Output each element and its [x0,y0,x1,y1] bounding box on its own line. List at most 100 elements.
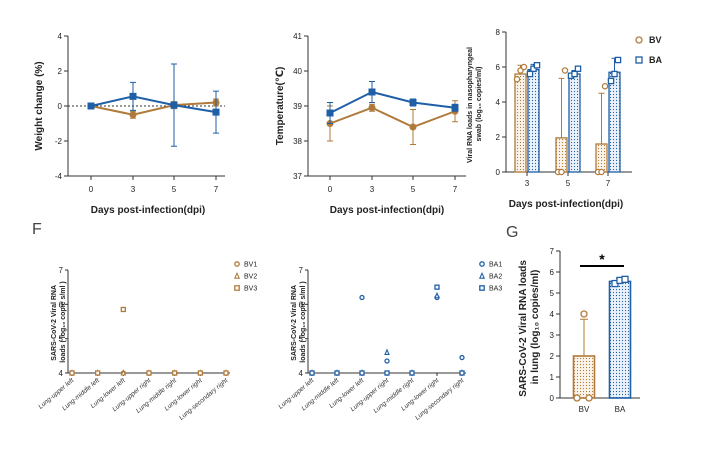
swab-legend-label-ba: BA [649,55,662,65]
tissue-bv-point-bv3 [172,370,178,376]
swab-x-tick-label: 3 [525,179,530,188]
lung-bar-ba [608,280,632,399]
tissue-bv-point-bv3 [146,370,152,376]
lung-bar-bv [572,355,596,399]
tissue-bv-point-bv2 [120,369,127,376]
tissue-bv-legend-marker-bv1 [234,261,240,267]
tissue-bv-legend-label-bv2: BV2 [244,274,257,281]
weight-point-ba [87,102,95,110]
weight-y-tick-label: 2 [58,67,63,76]
tissue-ba-legend-marker-ba3 [479,285,485,291]
weight-point-ba [129,92,137,100]
lung-viral-load-chart: SARS-CoV-2 Viral RNA loads in lung (log₁… [518,247,640,414]
tissue-ba-point-ba2 [384,348,390,355]
tissue-ba-y-tick-label: 5 [299,335,304,344]
swab-point-ba [526,70,534,78]
tissue-bv-point-bv3 [223,370,229,376]
swab-ylabel: Viral RNA loads in nasopharyngeal swab (… [467,45,483,163]
tissue-ba-point-ba1 [459,354,465,361]
swab-bar-bv [595,143,608,173]
temperature-point-ba [326,109,334,117]
tissue-bv-point-bv3 [197,370,203,376]
tissue-bv-y-tick-label: 5 [59,335,64,344]
tissue-ba-point-ba1 [384,358,390,364]
tissue-bv-legend-label-bv1: BV1 [244,262,257,269]
weight-x-tick-label: 0 [89,185,94,194]
weight-point-ba [212,108,220,116]
swab-y-tick-label: 0 [496,168,501,177]
lung-point-bv [580,310,588,318]
lung-x-tick-label: BV [579,405,590,414]
lung-y-tick-label: 3 [550,331,555,340]
weight-x-tick-label: 3 [131,185,136,194]
panel-letter-g: G [506,224,518,241]
tissue-ba-ylabel-line1: SARS-CoV-2 Viral RNA [291,285,298,361]
tissue-bv-chart: SARS-CoV-2 Viral RNA loads ( log₁₀ copie… [37,261,257,422]
tissue-ba-legend-label-ba1: BA1 [489,262,502,269]
swab-point-ba [574,65,582,73]
panel-letter-f: F [32,221,42,238]
temperature-y-tick-label: 37 [293,172,302,181]
tissue-bv-y-tick-label: 6 [59,300,64,309]
swab-bar-ba [608,71,621,173]
tissue-bv-ylabel-line2: loads ( log₁₀ copie s/ml ) [60,281,67,363]
temperature-point-ba [409,99,417,106]
swab-point-bv [561,67,569,74]
swab-point-ba [571,70,578,78]
swab-bar-bv [555,137,568,173]
lung-point-bv [585,394,593,402]
lung-y-tick-label: 4 [550,310,555,319]
tissue-bv-ylabel-line1: SARS-CoV-2 Viral RNA [51,285,58,361]
weight-y-tick-label: -2 [55,137,63,146]
lung-significance-star: * [599,251,605,267]
weight-xlabel: Days post-infection(dpi) [91,205,205,216]
tissue-bv-point-bv3 [69,370,75,376]
tissue-bv-point-bv3 [120,306,126,313]
tissue-bv-point-bv3 [95,370,101,376]
tissue-ba-legend-marker-ba1 [479,261,485,267]
lung-y-tick-label: 7 [550,247,555,256]
swab-bar-ba [527,68,540,173]
tissue-ba-point-ba3 [359,370,365,376]
temperature-series-line-ba [329,90,456,114]
weight-point-ba [170,101,178,109]
swab-y-tick-label: 4 [496,98,501,107]
tissue-ba-legend-label-ba3: BA3 [489,286,502,293]
lung-y-tick-label: 5 [550,289,555,298]
swab-viral-load-chart: Viral RNA loads in nasopharyngeal swab (… [467,28,662,210]
swab-point-bv [513,76,521,83]
weight-series-line-bv [90,101,217,116]
swab-point-ba [533,62,541,69]
swab-point-ba [530,65,537,73]
tissue-bv-legend-marker-bv2 [233,271,241,279]
tissue-ba-y-tick-label: 4 [299,369,304,378]
temperature-xlabel: Days post-infection(dpi) [330,205,444,216]
temperature-y-tick-label: 40 [293,67,302,76]
weight-x-tick-label: 5 [172,185,177,194]
swab-x-tick-label: 5 [566,179,571,188]
lung-ylabel: SARS-CoV-2 Viral RNA loads in lung (log₁… [518,257,541,396]
temperature-point-ba [451,104,459,112]
swab-bar-ba [568,73,581,173]
temperature-series-line-bv [329,106,456,129]
tissue-bv-y-tick-label: 7 [59,266,64,275]
swab-point-bv [520,63,528,71]
swab-point-bv [598,168,605,176]
lung-point-bv [573,394,581,402]
tissue-ba-point-ba3 [384,370,390,376]
lung-ylabel-line1: SARS-CoV-2 Viral RNA loads [518,260,529,397]
tissue-bv-y-tick-label: 4 [59,369,64,378]
tissue-ba-y-tick-label: 7 [299,266,304,275]
tissue-ba-point-ba3 [409,370,415,376]
swab-legend-marker-ba [635,56,643,64]
tissue-ba-point-ba3 [459,370,465,376]
weight-point-bv [129,111,137,119]
lung-y-tick-label: 6 [550,268,555,277]
tissue-ba-point-ba1 [359,294,365,301]
lung-point-ba [621,275,629,284]
weight-y-tick-label: 4 [58,32,63,41]
lung-ylabel-line2: in lung (log₁₀ copies/ml) [530,270,541,385]
temperature-y-tick-label: 41 [293,32,302,41]
swab-y-tick-label: 6 [496,63,501,72]
